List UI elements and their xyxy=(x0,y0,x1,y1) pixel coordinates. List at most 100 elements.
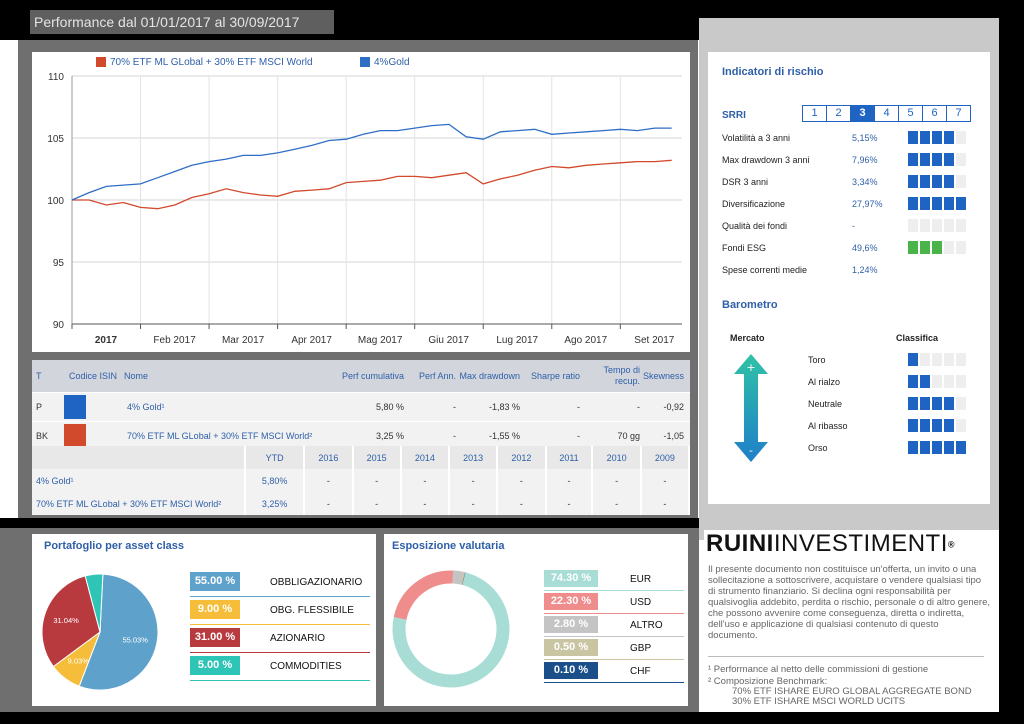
y-tick-label: 105 xyxy=(47,134,64,145)
x-tick-label: Mag 2017 xyxy=(358,335,403,346)
allocation-label: OBG. FLESSIBILE xyxy=(270,605,354,616)
performance-chart: 90 95 100 105 110 2017 Feb 2017 Mar 2017 Apr 201… xyxy=(47,72,682,346)
col-name xyxy=(32,446,246,469)
allocation-legend: 55.00 % OBBLIGAZIONARIO 9.00 % OBG. FLESSIB… xyxy=(190,569,370,681)
barometro-label: Al ribasso xyxy=(808,421,848,431)
currency-pct: 22.30 % xyxy=(544,593,598,610)
level-segment xyxy=(920,375,930,388)
level-segment xyxy=(920,175,930,188)
table-header: T Codice ISIN Nome Perf cumulativa Perf … xyxy=(32,360,690,393)
level-segment xyxy=(944,153,954,166)
srri-level-4: 4 xyxy=(874,105,899,122)
level-segment xyxy=(956,175,966,188)
col-2010: 2010 xyxy=(592,446,642,469)
pie-slice-label: 55.03% xyxy=(122,635,148,644)
cell-value: - xyxy=(304,469,354,492)
allocation-legend-item: 9.00 % OBG. FLESSIBILE xyxy=(190,597,370,625)
level-segment xyxy=(908,353,918,366)
allocation-label: OBBLIGAZIONARIO xyxy=(270,577,363,588)
risk-level-bar xyxy=(908,175,968,193)
cell-color xyxy=(63,392,123,422)
barometro-label: Orso xyxy=(808,443,828,453)
cell-value: - xyxy=(592,469,642,492)
risk-value: 3,34% xyxy=(852,177,878,187)
level-segment xyxy=(908,419,918,432)
level-segment xyxy=(944,175,954,188)
risk-row: Diversificazione 27,97% xyxy=(722,196,982,218)
footnote-1: ¹ Performance al netto delle commissioni… xyxy=(708,664,929,675)
cell-value: - xyxy=(352,492,402,515)
risk-value: 27,97% xyxy=(852,199,883,209)
right-edge xyxy=(999,18,1024,724)
currency-pct: 74.30 % xyxy=(544,570,598,587)
cell-perf-ann: - xyxy=(405,421,457,450)
col-2011: 2011 xyxy=(545,446,594,469)
cell-perf-cum: 5,80 % xyxy=(335,392,405,422)
barometro-label: Al rialzo xyxy=(808,377,841,387)
level-segment xyxy=(956,197,966,210)
risk-value: 49,6% xyxy=(852,243,878,253)
pie-slice xyxy=(84,573,104,633)
benchmark-line-1: 70% ETF ISHARE EURO GLOBAL AGGREGATE BON… xyxy=(732,686,972,697)
srri-label: SRRI xyxy=(722,110,746,121)
footnote-2: ² Composizione Benchmark: xyxy=(708,676,828,687)
cell-t: P xyxy=(32,392,63,422)
cell-value: - xyxy=(545,492,594,515)
cell-value: - xyxy=(640,492,691,515)
barometro-level-bar xyxy=(908,441,968,459)
brand-name-b: INVESTIMENTI xyxy=(773,530,948,557)
barometro-level-bar xyxy=(908,353,968,371)
table-row: 4% Gold¹ 5,80% - - - - - - - - xyxy=(32,469,691,492)
currency-legend-item: 0.50 % GBP xyxy=(544,637,684,660)
donut-segment xyxy=(452,570,464,585)
table-row: BK 70% ETF ML GLobal + 30% ETF MSCI Worl… xyxy=(32,421,690,450)
level-segment xyxy=(944,197,954,210)
currency-legend-item: 74.30 % EUR xyxy=(544,568,684,591)
cell-value: 5,80% xyxy=(245,469,306,492)
brand-area: RUINIINVESTIMENTI® Il presente documento… xyxy=(704,530,999,712)
cell-nome: 70% ETF ML GLobal + 30% ETF MSCI World² xyxy=(123,421,335,450)
barometro-row: Al ribasso xyxy=(808,418,978,440)
level-segment xyxy=(920,197,930,210)
currency-legend: 74.30 % EUR 22.30 % USD 2.80 % ALTRO 0.50 % GBP… xyxy=(544,568,684,683)
level-segment xyxy=(956,441,966,454)
table-row: P 4% Gold¹ 5,80 % - -1,83 % - - -0,92 xyxy=(32,392,690,422)
level-segment xyxy=(920,131,930,144)
currency-pct: 0.50 % xyxy=(544,639,598,656)
risk-level-bar xyxy=(908,241,968,259)
col-2016: 2016 xyxy=(304,446,354,469)
series-line-portfolio xyxy=(71,123,672,201)
level-segment xyxy=(920,419,930,432)
level-segment xyxy=(956,131,966,144)
srri-level-7: 7 xyxy=(946,105,971,122)
level-segment xyxy=(908,197,918,210)
allocation-legend-item: 5.00 % COMMODITIES xyxy=(190,653,370,681)
x-tick-label: Apr 2017 xyxy=(291,335,332,346)
table-header: YTD 2016 2015 2014 2013 2012 2011 2010 2… xyxy=(32,446,691,469)
cell-value: - xyxy=(400,492,451,515)
srri-level-6: 6 xyxy=(922,105,947,122)
risk-value: - xyxy=(852,221,855,231)
level-segment xyxy=(932,241,942,254)
pie-slice xyxy=(41,575,101,668)
risk-label: Spese correnti medie xyxy=(722,265,808,275)
col-perf-ann: Perf Ann. xyxy=(405,360,457,393)
arrow-plus: + xyxy=(746,361,755,374)
brand-name-a: RUINI xyxy=(706,530,774,557)
col-t: T xyxy=(32,360,63,393)
col-skew: Skewness xyxy=(641,360,690,393)
cell-value: - xyxy=(352,469,402,492)
mercato-label: Mercato xyxy=(730,333,765,343)
level-segment xyxy=(932,397,942,410)
cell-value: - xyxy=(449,469,499,492)
risk-row: Volatilità a 3 anni 5,15% xyxy=(722,130,982,152)
currency-exposure-card: Esposizione valutaria 74.30 % EUR 22.30 % U… xyxy=(384,534,688,706)
barometro-row: Neutrale xyxy=(808,396,978,418)
srri-level-3: 3 xyxy=(850,105,875,122)
risk-label: Fondi ESG xyxy=(722,243,767,253)
level-segment xyxy=(944,353,954,366)
srri-level-2: 2 xyxy=(826,105,851,122)
x-tick-label: 2017 xyxy=(95,335,118,346)
